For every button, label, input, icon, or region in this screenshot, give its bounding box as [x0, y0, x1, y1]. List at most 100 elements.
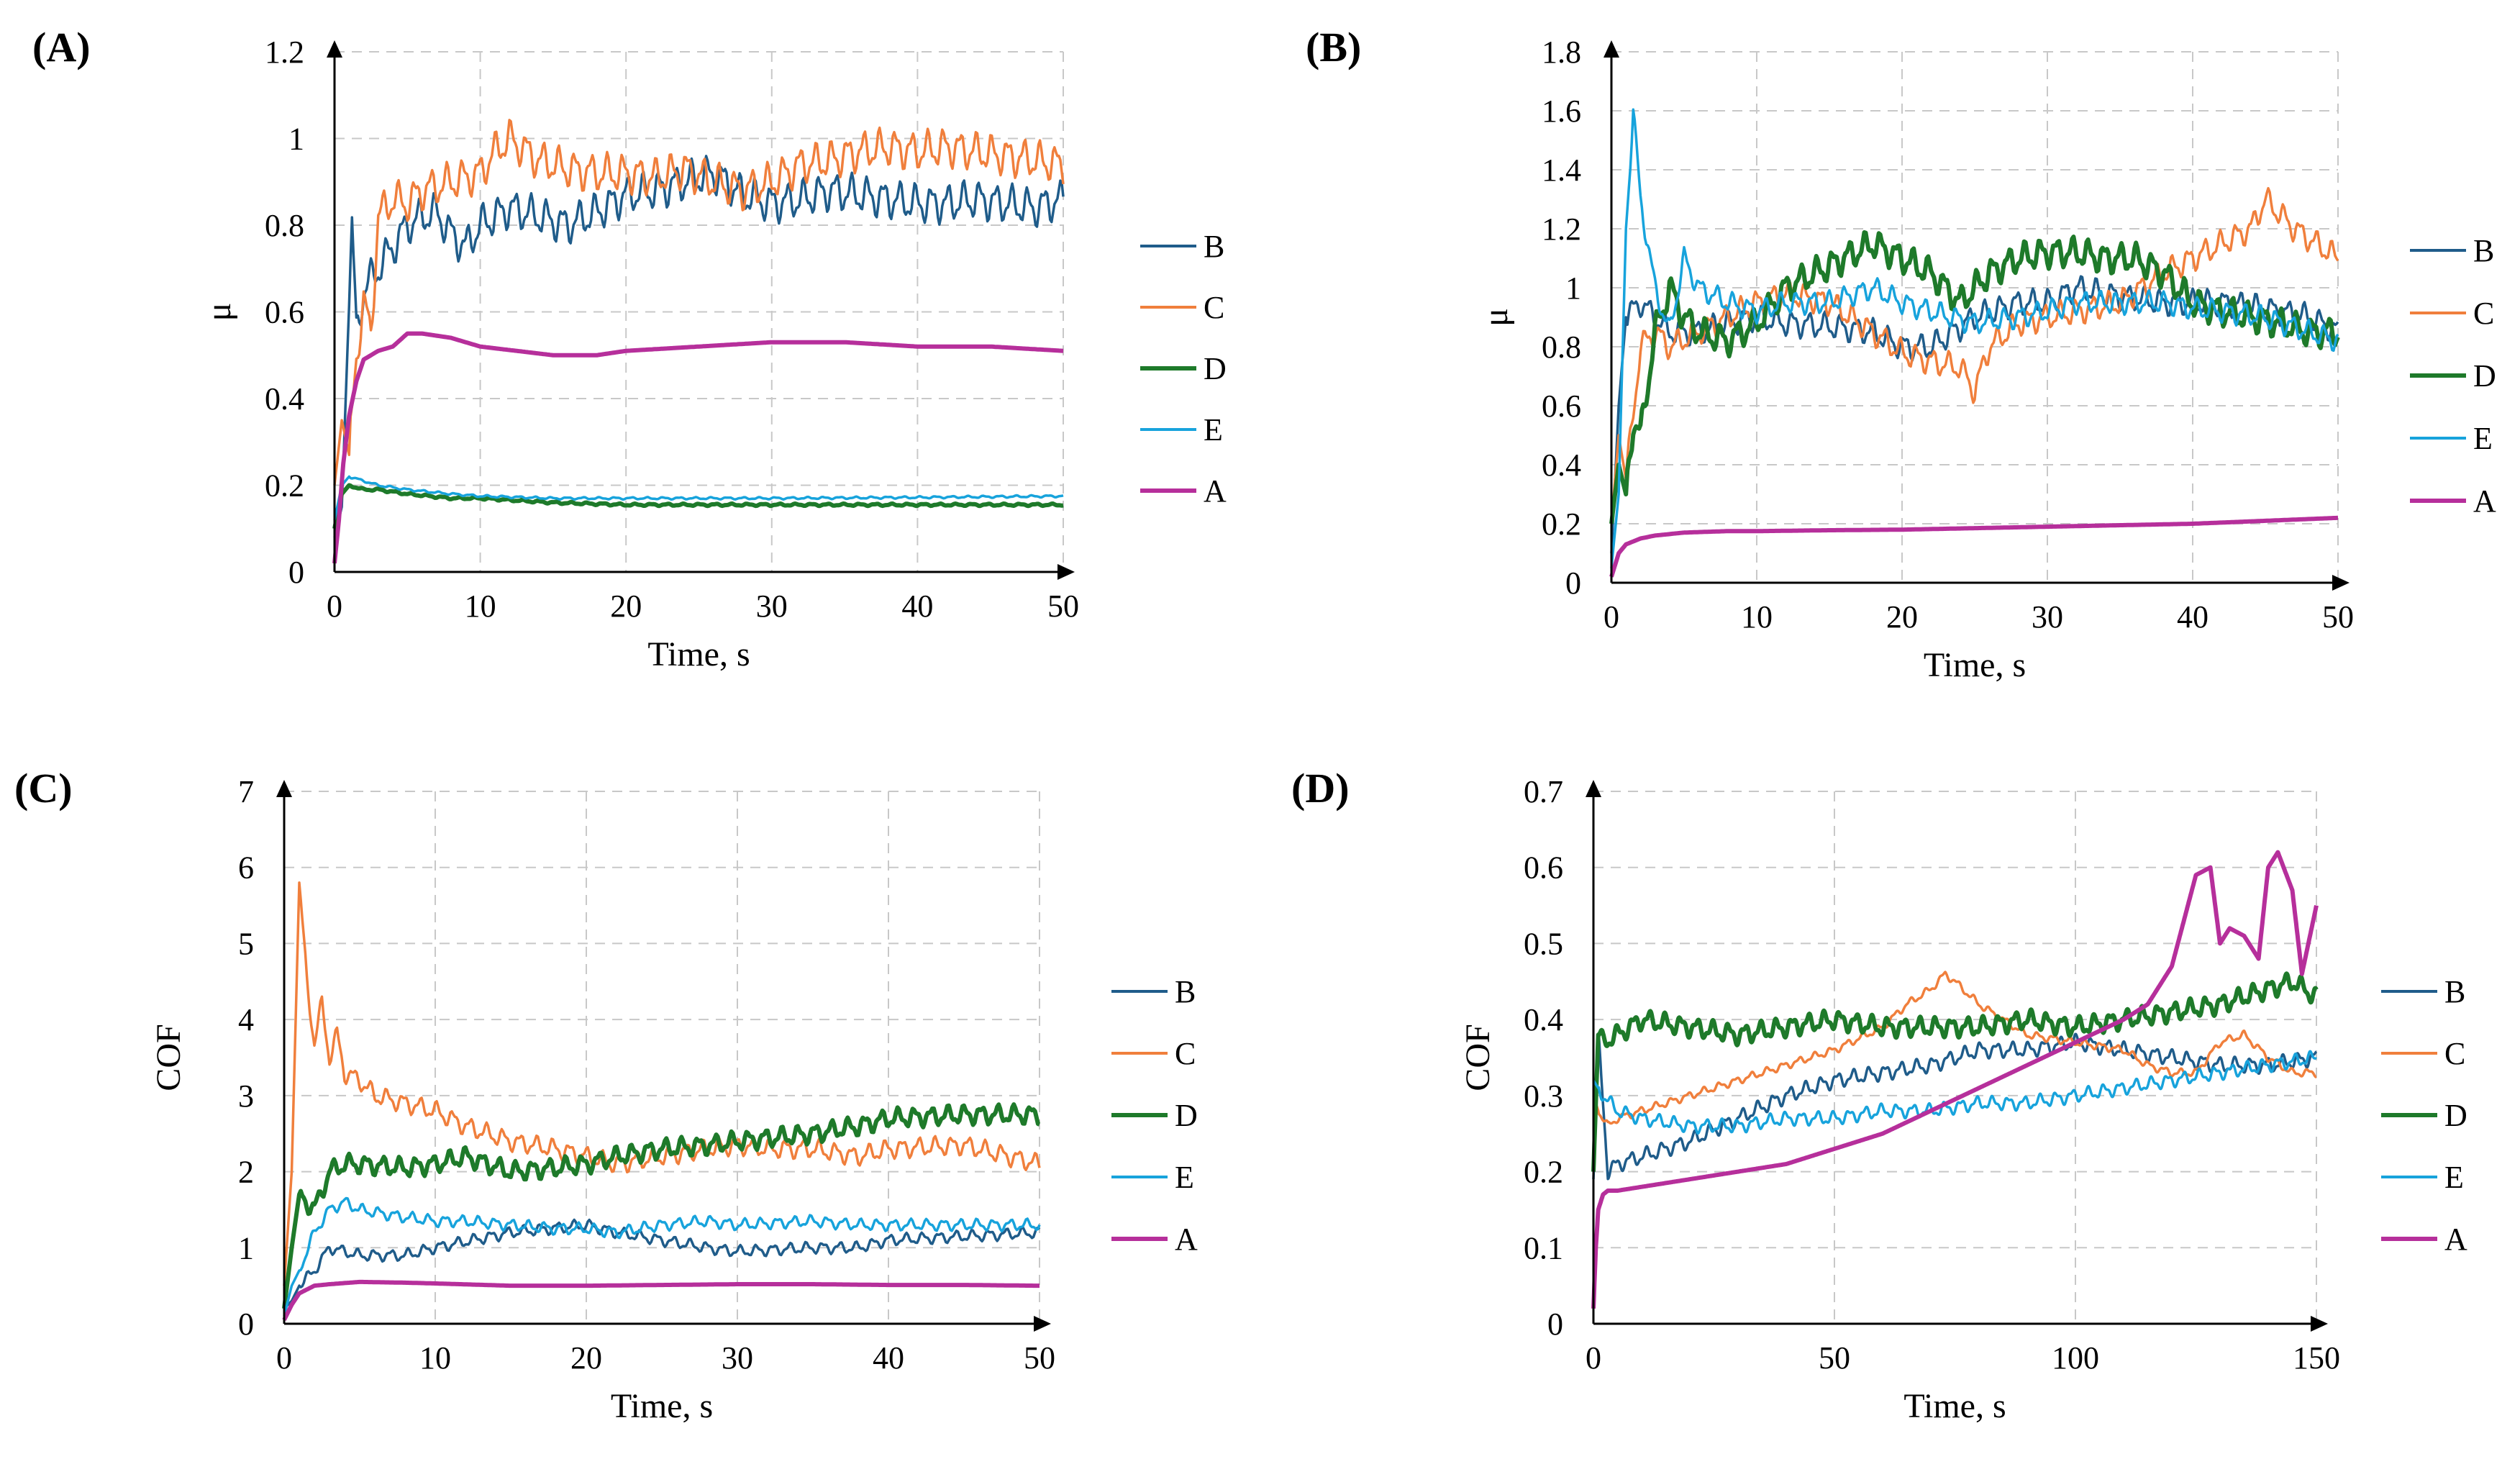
panel-a-legend-label-b: B — [1204, 229, 1224, 264]
panel-b-series-d-line — [1609, 230, 2340, 524]
panel-d-plot: 0 0.1 0.2 0.3 0.4 0.5 0.6 0.7 0 50 100 150 Time, s CO… — [1459, 774, 2467, 1425]
panel-b-ytick-label-1: 0.2 — [1542, 506, 1581, 542]
panel-b-legend-label-d: D — [2473, 358, 2496, 394]
panel-d-legend-label-b: B — [2444, 974, 2465, 1009]
panel-d-ytick-label-5: 0.5 — [1524, 926, 1563, 961]
panel-a-legend-label-d: D — [1204, 351, 1227, 386]
panel-a-legend-label-c: C — [1204, 290, 1224, 325]
panel-c-xtick-label-4: 40 — [873, 1340, 904, 1376]
panel-b-ytick-label-6: 1.2 — [1542, 212, 1581, 247]
panel-c-series-b-line — [283, 1218, 1041, 1310]
panel-d-xtick-label-0: 0 — [1586, 1340, 1601, 1376]
panel-d-y-axis-arrow — [1586, 780, 1601, 797]
panel-c-xtick-label-0: 0 — [276, 1340, 292, 1376]
panel-a-series-d-line — [332, 483, 1064, 529]
panel-a-legend-label-e: E — [1204, 412, 1223, 447]
panel-c-legend-label-e: E — [1175, 1160, 1194, 1195]
panel-b-xtick-label-3: 30 — [2032, 599, 2063, 635]
panel-c-y-axis-arrow — [276, 780, 292, 797]
panel-b-xtick-label-5: 50 — [2322, 599, 2354, 635]
panel-c-legend-label-a: A — [1175, 1222, 1198, 1257]
panel-b-legend-label-c: C — [2473, 296, 2494, 331]
panel-b: (B) 0 0.2 0.4 0.6 0.8 1 1.2 1.4 1.6 1.8 0 10 20 30 40 5… — [1306, 24, 2496, 684]
panel-b-y-axis-arrow — [1604, 40, 1619, 58]
panel-d-y-axis-title: COF — [1459, 1024, 1497, 1091]
panel-d-x-axis-title: Time, s — [1903, 1387, 2006, 1425]
panel-c-ytick-label-3: 3 — [238, 1078, 254, 1114]
panel-b-ytick-label-8: 1.6 — [1542, 94, 1581, 129]
panel-b-xtick-label-2: 20 — [1886, 599, 1918, 635]
panel-d-ytick-label-7: 0.7 — [1524, 774, 1563, 809]
panel-b-plot: 0 0.2 0.4 0.6 0.8 1 1.2 1.4 1.6 1.8 0 10 20 30 40 50 Tim… — [1477, 35, 2496, 684]
panel-d-legend-label-d: D — [2444, 1098, 2467, 1133]
panel-b-ytick-label-3: 0.6 — [1542, 388, 1581, 424]
panel-d-series-c-line — [1592, 971, 2318, 1125]
panel-c-ytick-label-7: 7 — [238, 774, 254, 809]
panel-c-legend-label-c: C — [1175, 1036, 1196, 1071]
panel-c-xtick-label-2: 20 — [570, 1340, 602, 1376]
panel-a-xtick-label-5: 50 — [1047, 588, 1079, 624]
panel-b-label: (B) — [1306, 24, 1361, 71]
panel-c-xtick-label-3: 30 — [722, 1340, 753, 1376]
panel-b-series-e-line — [1610, 108, 2339, 568]
panel-a-xtick-label-1: 10 — [465, 588, 496, 624]
panel-b-ytick-label-2: 0.4 — [1542, 447, 1581, 483]
panel-a-y-axis-title: μ — [200, 303, 238, 322]
panel-d-xtick-label-2: 100 — [2052, 1340, 2099, 1376]
panel-d-ytick-label-2: 0.2 — [1524, 1155, 1563, 1190]
panel-b-ytick-label-9: 1.8 — [1542, 35, 1581, 70]
panel-c-ytick-label-5: 5 — [238, 926, 254, 961]
panel-c-ytick-label-2: 2 — [238, 1155, 254, 1190]
panel-a-ytick-label-3: 0.6 — [265, 295, 304, 330]
panel-a-plot: 0 0.2 0.4 0.6 0.8 1 1.2 0 10 20 30 40 50 Time, s μ BCDE… — [200, 35, 1227, 673]
panel-b-legend-label-e: E — [2473, 421, 2493, 456]
panel-c-legend-label-d: D — [1175, 1098, 1198, 1133]
panel-c-series-c-line — [283, 881, 1041, 1286]
panel-d-legend-label-e: E — [2444, 1160, 2464, 1195]
panel-c-legend-label-b: B — [1175, 974, 1196, 1009]
panel-c-ytick-label-0: 0 — [238, 1306, 254, 1342]
panel-b-xtick-label-1: 10 — [1741, 599, 1773, 635]
panel-b-legend-label-a: A — [2473, 483, 2496, 519]
panel-b-ytick-label-0: 0 — [1565, 565, 1581, 601]
panel-c-ytick-label-6: 6 — [238, 850, 254, 886]
panel-d-x-axis-arrow — [2311, 1316, 2328, 1332]
panel-c-x-axis-title: Time, s — [611, 1387, 713, 1425]
panel-d-ytick-label-6: 0.6 — [1524, 850, 1563, 886]
panel-a-ytick-label-0: 0 — [288, 555, 304, 590]
panel-a-ytick-label-5: 1 — [288, 122, 304, 157]
panel-d-xtick-label-1: 50 — [1819, 1340, 1850, 1376]
panel-d-ytick-label-0: 0 — [1547, 1306, 1563, 1342]
panel-d-ytick-label-4: 0.4 — [1524, 1002, 1563, 1037]
panel-b-legend-label-b: B — [2473, 233, 2494, 268]
panel-d-ytick-label-1: 0.1 — [1524, 1230, 1563, 1265]
panel-d-label: (D) — [1291, 765, 1350, 812]
panel-c-y-axis-title: COF — [150, 1024, 188, 1091]
panel-a-label: (A) — [32, 24, 91, 71]
panel-c-series-a-line — [282, 1279, 1040, 1322]
panel-c-ytick-label-4: 4 — [238, 1002, 254, 1037]
panel-b-x-axis-title: Time, s — [1924, 646, 2026, 684]
panel-b-ytick-label-7: 1.4 — [1542, 153, 1581, 188]
panel-a-xtick-label-2: 20 — [610, 588, 642, 624]
panel-d-xtick-label-3: 150 — [2293, 1340, 2340, 1376]
panel-a: (A) 0 0.2 0.4 0.6 0.8 1 1.2 0 10 20 30 40 50 Time, s μ… — [32, 24, 1227, 673]
panel-d-legend-label-c: C — [2444, 1036, 2465, 1071]
panel-b-xtick-label-0: 0 — [1604, 599, 1619, 635]
panel-a-legend-label-a: A — [1204, 473, 1227, 509]
panel-c-xtick-label-1: 10 — [419, 1340, 451, 1376]
panel-b-ytick-label-5: 1 — [1565, 271, 1581, 306]
panel-a-xtick-label-0: 0 — [327, 588, 342, 624]
panel-b-xtick-label-4: 40 — [2177, 599, 2209, 635]
panel-d-series-e-line — [1592, 1050, 2318, 1135]
panel-a-x-axis-title: Time, s — [647, 635, 750, 673]
panel-a-series-c-line — [333, 119, 1065, 486]
panel-d-legend-label-a: A — [2444, 1222, 2467, 1257]
panel-b-series-a-line — [1609, 515, 2339, 578]
panel-b-x-axis-arrow — [2332, 575, 2350, 591]
panel-c-series-d-line — [282, 1102, 1040, 1309]
panel-b-series-c-line — [1610, 186, 2339, 524]
panel-d-ytick-label-3: 0.3 — [1524, 1078, 1563, 1114]
